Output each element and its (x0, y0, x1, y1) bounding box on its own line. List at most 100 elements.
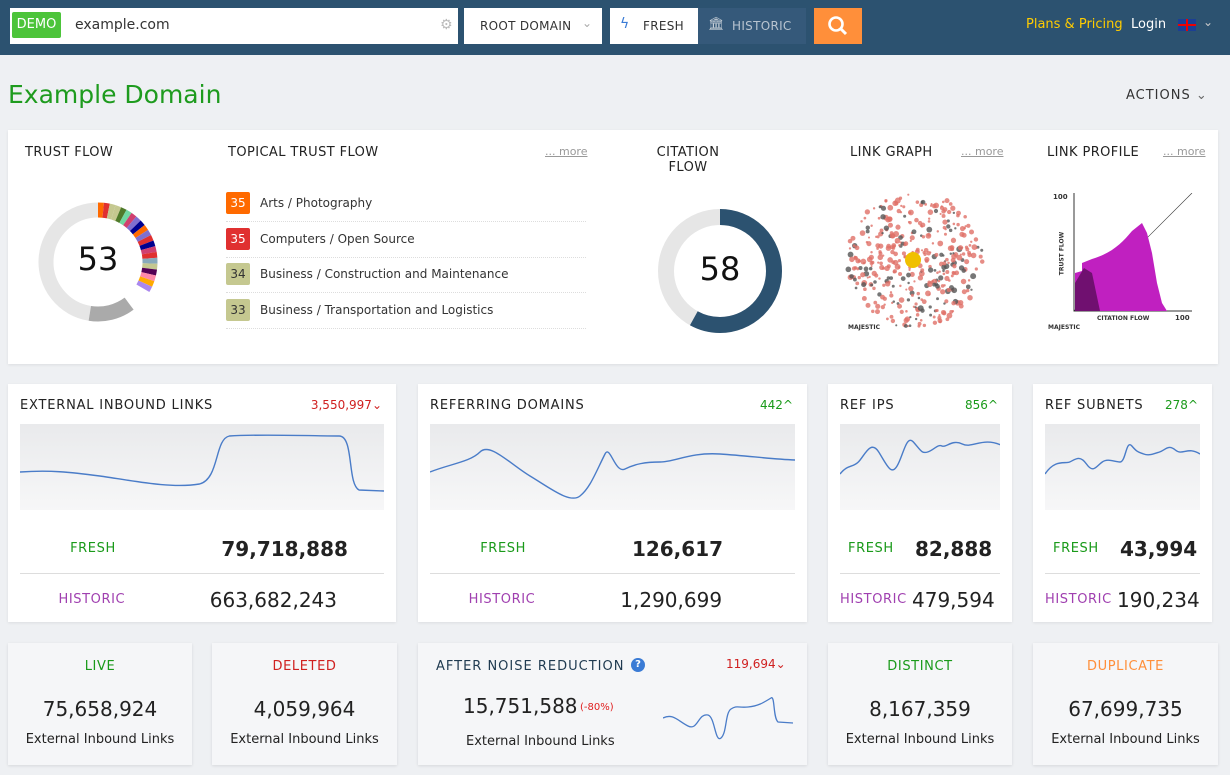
graph-node (978, 254, 983, 259)
fresh-label: FRESH (1053, 541, 1099, 556)
graph-node (961, 268, 966, 273)
graph-node (940, 289, 946, 295)
graph-node (938, 314, 941, 317)
graph-node (919, 318, 923, 322)
plans-pricing-link[interactable]: Plans & Pricing (1026, 17, 1123, 32)
x-max-label: 100 (1175, 314, 1190, 322)
graph-node (872, 207, 876, 210)
deleted-label: DELETED (272, 659, 337, 674)
noise-reduction-card: AFTER NOISE REDUCTION ? 119,694⌄ 15,751,… (418, 643, 807, 765)
graph-node (898, 297, 905, 303)
graph-node (847, 251, 854, 258)
stat-delta: 278^ (1165, 398, 1198, 412)
chevron-down-icon: ⌄ (1195, 88, 1208, 103)
graph-node (938, 275, 944, 281)
chevron-down-icon: ⌄ (582, 16, 593, 30)
scope-select[interactable]: ROOT DOMAIN ⌄ (464, 8, 602, 44)
language-chevron-icon[interactable]: ⌄ (1203, 15, 1214, 29)
distinct-card: DISTINCT 8,167,359 External Inbound Link… (828, 643, 1012, 765)
graph-node (854, 245, 860, 251)
search-button[interactable] (814, 8, 862, 44)
graph-node (892, 300, 896, 303)
gear-icon[interactable]: ⚙ (440, 17, 453, 33)
login-link[interactable]: Login (1131, 17, 1167, 32)
link-graph-image[interactable] (845, 185, 985, 335)
fresh-index-toggle[interactable]: ϟ FRESH (610, 8, 698, 44)
fresh-label: FRESH (848, 541, 894, 556)
graph-node (950, 205, 956, 211)
graph-node (889, 291, 893, 294)
y-axis-label: TRUST FLOW (1058, 231, 1066, 276)
link-graph-more-link[interactable]: ... more (961, 145, 1004, 158)
topical-item[interactable]: 34 Business / Construction and Maintenanc… (226, 257, 586, 293)
graph-node (939, 212, 942, 215)
graph-node (887, 204, 894, 211)
graph-node (933, 208, 939, 214)
stat-delta-value: 278 (1165, 398, 1188, 412)
graph-node (946, 312, 953, 319)
graph-node (941, 200, 945, 204)
trust-flow-title: TRUST FLOW (25, 145, 114, 160)
link-profile-more-link[interactable]: ... more (1163, 145, 1206, 158)
graph-node (944, 198, 950, 204)
donut-segment (140, 272, 156, 282)
topical-more-link[interactable]: ... more (545, 145, 588, 158)
graph-node (920, 298, 924, 302)
historic-value: 1,290,699 (620, 588, 723, 612)
graph-node (927, 217, 931, 220)
topical-score: 35 (226, 192, 250, 214)
graph-node (908, 285, 914, 292)
graph-node (914, 317, 918, 321)
graph-node (897, 266, 901, 269)
historic-label: HISTORIC (1045, 592, 1112, 607)
graph-node (853, 277, 857, 282)
graph-node (860, 272, 866, 278)
uk-flag-icon[interactable] (1178, 19, 1196, 31)
graph-node (927, 267, 934, 273)
graph-node (931, 203, 937, 209)
graph-node (911, 229, 917, 235)
topical-item[interactable]: 33 Business / Transportation and Logistic… (226, 293, 586, 329)
graph-node (865, 302, 871, 308)
graph-node (878, 277, 881, 280)
actions-menu[interactable]: ACTIONS ⌄ (1126, 88, 1208, 103)
graph-node (919, 202, 924, 207)
duplicate-sub: External Inbound Links (1051, 732, 1200, 747)
majestic-logo: MAJESTIC (848, 324, 880, 331)
lightning-icon: ϟ (620, 16, 630, 32)
topical-item[interactable]: 35 Arts / Photography (226, 186, 586, 222)
graph-node (886, 317, 889, 321)
graph-node (880, 205, 887, 211)
search-input[interactable]: example.com (75, 17, 170, 33)
divider (430, 573, 795, 574)
graph-node (937, 240, 944, 247)
historic-value: 663,682,243 (209, 588, 337, 612)
stat-delta-value: 3,550,997 (310, 398, 372, 412)
divider (1045, 573, 1200, 574)
graph-node (897, 259, 902, 263)
graph-node (850, 235, 856, 241)
graph-node (865, 225, 870, 230)
noise-sub: External Inbound Links (466, 734, 615, 749)
graph-node (942, 219, 948, 225)
link-profile-scatter[interactable] (1072, 193, 1194, 313)
graph-node (943, 302, 946, 305)
graph-node (924, 256, 930, 263)
graph-node (848, 247, 852, 250)
graph-node (940, 284, 945, 288)
graph-node (845, 266, 852, 273)
duplicate-value: 67,699,735 (1068, 697, 1183, 721)
donut-track (38, 202, 99, 321)
graph-node (868, 275, 871, 279)
graph-node (959, 253, 962, 256)
topical-item[interactable]: 35 Computers / Open Source (226, 222, 586, 258)
actions-label: ACTIONS (1126, 88, 1191, 103)
search-field[interactable]: DEMO example.com ⚙ (10, 8, 458, 44)
historic-index-toggle[interactable]: 🏛 HISTORIC (698, 8, 806, 44)
scope-label: ROOT DOMAIN (480, 19, 572, 33)
duplicate-label: DUPLICATE (1087, 659, 1164, 674)
graph-node (906, 272, 911, 278)
donut-segment (102, 202, 110, 219)
help-icon[interactable]: ? (631, 658, 645, 672)
donut-segment (119, 209, 132, 226)
